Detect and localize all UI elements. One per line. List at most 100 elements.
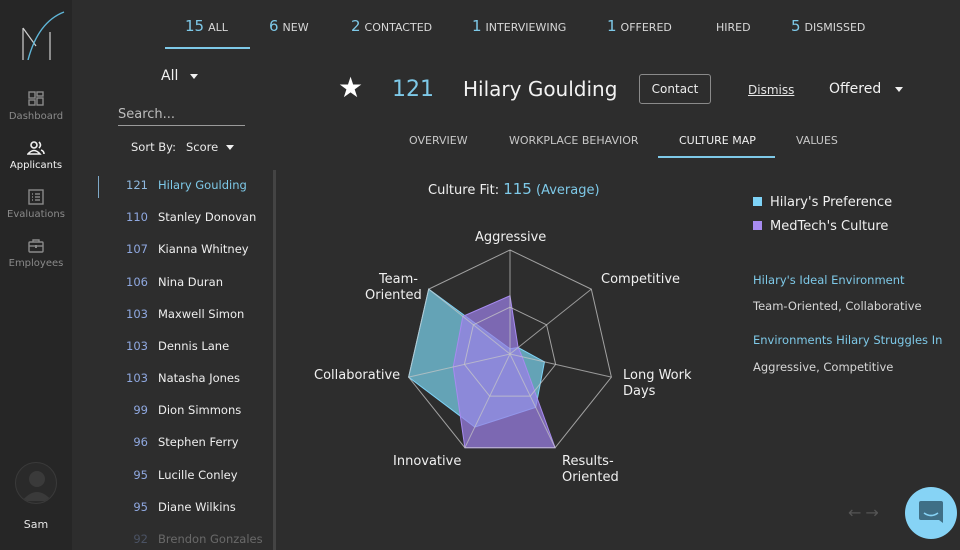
struggles-title: Environments Hilary Struggles In <box>753 333 943 347</box>
arrow-left-icon[interactable]: ← <box>848 503 866 522</box>
applicant-score: 103 <box>126 339 148 353</box>
list-item[interactable]: 107 Kianna Whitney <box>98 238 268 262</box>
tab-label: CONTACTED <box>364 21 433 34</box>
tab-culture-map[interactable]: CULTURE MAP <box>679 134 756 147</box>
list-item[interactable]: 103 Natasha Jones <box>98 367 268 391</box>
applicant-score: 92 <box>133 532 148 546</box>
tab-count: 6 <box>269 17 279 35</box>
tab-label: ALL <box>208 21 228 34</box>
legend-label: Hilary's Preference <box>770 195 893 210</box>
applicant-score: 106 <box>126 275 148 289</box>
star-icon[interactable]: ★ <box>338 71 364 104</box>
dashboard-grid-icon <box>28 91 44 106</box>
dismiss-link[interactable]: Dismiss <box>748 83 795 97</box>
sort-dropdown[interactable]: Sort By: Score <box>131 140 235 154</box>
sort-value: Score <box>185 140 219 154</box>
list-item[interactable]: 95 Diane Wilkins <box>98 496 268 520</box>
chat-icon <box>919 501 943 523</box>
applicant-name: Stephen Ferry <box>158 435 239 449</box>
user-name: Sam <box>23 518 49 531</box>
applicant-name: Lucille Conley <box>158 468 238 482</box>
tab-contacted[interactable]: 2 CONTACTED <box>351 17 432 35</box>
axis-label-aggressive: Aggressive <box>475 230 547 245</box>
user-avatar[interactable] <box>15 462 57 504</box>
sidebar-item-label: Employees <box>8 258 64 269</box>
tab-all[interactable]: 15 ALL <box>185 17 228 35</box>
list-item[interactable]: 121 Hilary Goulding <box>98 174 268 198</box>
sidebar-item-employees[interactable]: Employees <box>0 237 72 269</box>
legend-swatch <box>753 197 762 206</box>
tab-count: 1 <box>607 17 617 35</box>
checklist-icon <box>28 189 44 205</box>
applicant-score: 121 <box>126 178 148 192</box>
applicant-score: 103 <box>126 307 148 321</box>
sidebar-item-applicants[interactable]: Applicants <box>0 139 72 171</box>
tab-label: OFFERED <box>620 21 672 34</box>
status-value: Offered <box>829 81 882 97</box>
ideal-environment-title: Hilary's Ideal Environment <box>753 273 905 287</box>
applicant-name: Hilary Goulding <box>158 178 247 192</box>
tab-values[interactable]: VALUES <box>796 134 838 147</box>
applicant-name: Natasha Jones <box>158 371 240 385</box>
status-dropdown[interactable]: Offered <box>829 81 904 97</box>
applicant-name: Dennis Lane <box>158 339 230 353</box>
applicant-score: 96 <box>133 435 148 449</box>
applicant-name-header: Hilary Goulding <box>463 77 618 101</box>
list-item[interactable]: 106 Nina Duran <box>98 271 268 295</box>
culture-fit-rating: (Average) <box>536 183 600 198</box>
applicant-name: Stanley Donovan <box>158 210 257 224</box>
arrow-right-icon[interactable]: → <box>865 503 883 522</box>
culture-fit: Culture Fit: 115 (Average) <box>428 180 600 198</box>
tab-count: 5 <box>791 17 801 35</box>
axis-label-long-work-days: Long Work Days <box>623 368 692 399</box>
search-input[interactable] <box>118 104 245 126</box>
list-item[interactable]: 95 Lucille Conley <box>98 464 268 488</box>
legend-item-preference: Hilary's Preference <box>753 195 892 210</box>
list-item[interactable]: 99 Dion Simmons <box>98 399 268 423</box>
applicant-score: 103 <box>126 371 148 385</box>
sidebar-item-dashboard[interactable]: Dashboard <box>0 90 72 122</box>
active-tab-indicator <box>165 47 250 49</box>
list-item[interactable]: 96 Stephen Ferry <box>98 431 268 455</box>
tab-dismissed[interactable]: 5 DISMISSED <box>791 17 865 35</box>
tab-new[interactable]: 6 NEW <box>269 17 309 35</box>
applicant-name: Maxwell Simon <box>158 307 245 321</box>
applicant-score-header: 121 <box>392 77 434 102</box>
filter-value: All <box>161 68 179 84</box>
chat-button[interactable] <box>905 487 957 539</box>
legend-label: MedTech's Culture <box>770 219 889 234</box>
tab-offered[interactable]: 1 OFFERED <box>607 17 672 35</box>
list-item[interactable]: 103 Dennis Lane <box>98 335 268 359</box>
tab-label: NEW <box>282 21 309 34</box>
tab-hired[interactable]: HIRED <box>716 21 751 34</box>
tab-interviewing[interactable]: 1 INTERVIEWING <box>472 17 566 35</box>
list-item[interactable]: 92 Brendon Gonzales <box>98 528 268 550</box>
sidebar-item-label: Evaluations <box>7 209 65 220</box>
sidebar-item-evaluations[interactable]: Evaluations <box>0 188 72 220</box>
sidebar-item-label: Dashboard <box>8 111 64 122</box>
filter-dropdown[interactable]: All <box>161 68 199 84</box>
tab-workplace-behavior[interactable]: WORKPLACE BEHAVIOR <box>509 134 639 147</box>
struggles-body: Aggressive, Competitive <box>753 360 894 374</box>
axis-label-results-oriented: Results- Oriented <box>562 454 619 485</box>
applicant-name: Nina Duran <box>158 275 223 289</box>
people-icon <box>27 141 45 155</box>
legend-swatch <box>753 221 762 230</box>
applicant-score: 110 <box>126 210 148 224</box>
tab-overview[interactable]: OVERVIEW <box>409 134 468 147</box>
list-item[interactable]: 103 Maxwell Simon <box>98 303 268 327</box>
logo-icon <box>22 11 65 60</box>
tab-count: 2 <box>351 17 361 35</box>
legend-item-culture: MedTech's Culture <box>753 219 888 234</box>
axis-label-collaborative: Collaborative <box>314 368 401 383</box>
pager-arrows: ←→ <box>848 503 883 522</box>
applicant-name: Diane Wilkins <box>158 500 236 514</box>
chevron-down-icon <box>226 145 235 150</box>
list-item[interactable]: 110 Stanley Donovan <box>98 206 268 230</box>
culture-fit-label: Culture Fit: <box>428 183 500 198</box>
contact-button[interactable]: Contact <box>639 74 711 104</box>
axis-label-team-oriented: Team- Oriented <box>365 272 422 303</box>
list-scrollbar[interactable] <box>273 170 276 550</box>
applicant-score: 107 <box>126 242 148 256</box>
